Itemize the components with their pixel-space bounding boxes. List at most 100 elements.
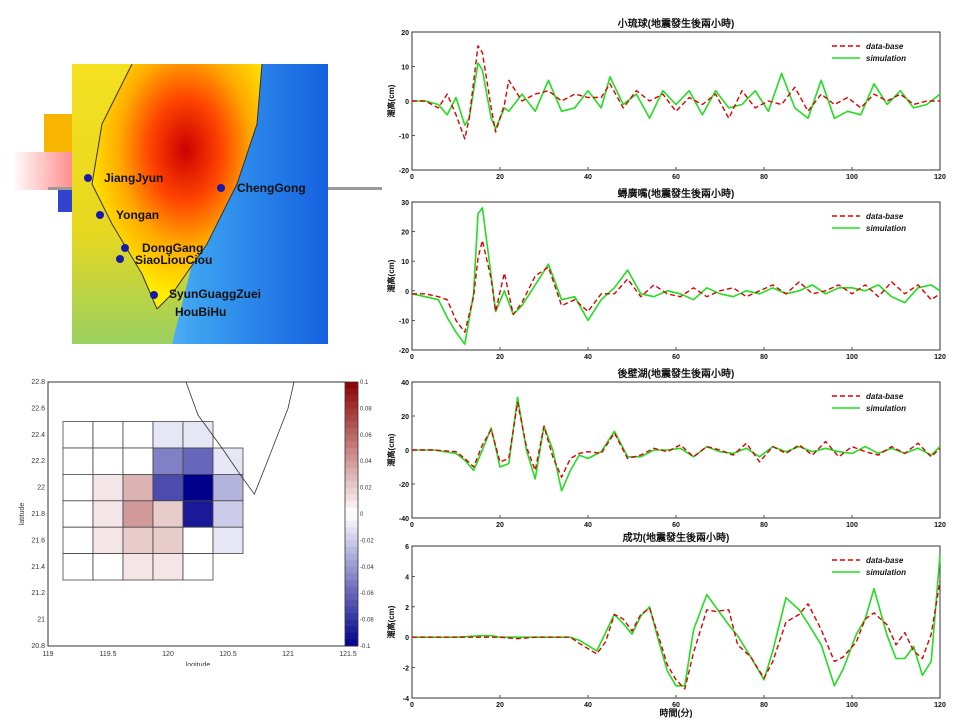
y-tick-label: -20 [399, 348, 409, 355]
colorbar-segment [345, 520, 358, 528]
elevation-grid-chart: 119 119.5 120 120.5 121 121.5 20.8 21 21.2 21.4 21… [18, 376, 386, 669]
chart-title: 後壁湖(地震發生後兩小時) [618, 367, 735, 380]
y-axis-label: 潮高(cm) [386, 259, 396, 292]
x-tick-label: 120 [934, 522, 946, 529]
y-axis-label: 潮高(cm) [386, 605, 396, 638]
heatmap-cell [212, 526, 244, 554]
station-marker [84, 174, 92, 182]
colorbar-segment [345, 461, 358, 469]
plot-frame [411, 381, 941, 519]
colorbar-segment [345, 626, 358, 634]
y-tick-label: 22.6 [31, 405, 45, 412]
x-tick-label: 20 [496, 354, 504, 361]
x-tick-label: 40 [584, 174, 592, 181]
colorbar-segment [345, 514, 358, 522]
heatmap-cell [122, 500, 154, 528]
colorbar-tick-label: -0.04 [360, 565, 374, 571]
y-tick-label: -4 [403, 696, 409, 703]
chart-title: 小琉球(地震發生後兩小時) [617, 17, 735, 30]
series-line-database [412, 401, 941, 478]
heatmap-cell [62, 526, 94, 554]
x-tick-label: 60 [672, 354, 680, 361]
x-tick-label: 120 [934, 354, 946, 361]
colorbar-segment [345, 408, 358, 416]
x-tick-label: 119.5 [100, 651, 117, 658]
heatmap-cell [152, 421, 184, 449]
y-tick-label: 21.2 [31, 590, 45, 597]
tide-chart-2: 蟳廣嘴(地震發生後兩小時)0 20 40 60 80 100 1203020100-10-2… [386, 187, 946, 361]
colorbar-segment [345, 639, 358, 647]
y-tick-label: 0 [405, 635, 409, 642]
x-tick-label: 121 [282, 651, 294, 658]
colorbar-segment [345, 553, 358, 561]
station-label: JiangJyun [104, 171, 163, 185]
y-tick-label: 0 [405, 289, 409, 296]
series-line-database [412, 239, 941, 333]
legend-label: data-base [866, 556, 904, 565]
colorbar-tick-label: 0.1 [360, 380, 369, 386]
colorbar-segment [345, 507, 358, 515]
x-tick-label: 120 [162, 651, 174, 658]
station-label: Yongan [116, 208, 159, 222]
x-tick-label: 100 [846, 174, 858, 181]
heatmap-cell [122, 421, 154, 449]
heatmap-cell [212, 447, 244, 475]
colorbar-tick-label: -0.06 [360, 591, 374, 597]
y-tick-label: 40 [401, 380, 409, 387]
x-tick-label: 40 [584, 354, 592, 361]
colorbar-segment [345, 606, 358, 614]
colorbar-segment [345, 428, 358, 436]
tide-chart-3: 後壁湖(地震發生後兩小時) 0 20 40 60 80 100 120 40 20 0 -20 -40 潮… [386, 367, 946, 529]
heatmap-cell [122, 553, 154, 581]
plot-frame [411, 201, 941, 351]
colorbar-segment [345, 434, 358, 442]
colorbar-segment [345, 586, 358, 594]
station-marker [121, 244, 129, 252]
heatmap-cell [212, 500, 244, 528]
east-coastline [156, 64, 263, 310]
heatmap-cell [92, 447, 124, 475]
colorbar-segment [345, 560, 358, 568]
tide-charts: 小琉球(地震發生後兩小時) 0 20 40 60 80 100 120 20 10 0 -10 -20 潮… [384, 8, 960, 720]
y-tick-label: 22.4 [31, 432, 45, 439]
x-tick-label: 80 [760, 174, 768, 181]
colorbar-segment [345, 487, 358, 495]
y-tick-label: 0 [405, 99, 409, 106]
x-tick-label: 40 [584, 702, 592, 709]
y-tick-label: 22.2 [31, 458, 45, 465]
y-axis-label: 潮高(cm) [386, 433, 396, 466]
x-tick-label: 80 [760, 702, 768, 709]
station-label: ChengGong [237, 181, 306, 195]
colorbar-segment [345, 415, 358, 423]
taiwan-terrain-map: JiangJyun Yongan DongGang SiaoLiouCiou SyunG… [72, 64, 328, 344]
x-axis-label: logitude [186, 662, 211, 666]
x-tick-label: 120.5 [219, 651, 237, 658]
y-tick-label: 4 [405, 574, 409, 581]
heatmap-cell [182, 553, 214, 581]
colorbar-segment [345, 566, 358, 574]
colorbar-segment [345, 573, 358, 581]
y-tick-label: -20 [399, 482, 409, 489]
tide-chart-4: 成功(地震發生後兩小時)0 20 40 60 80 100 1206420-2-4潮高(cm… [386, 531, 946, 718]
station-marker [150, 291, 158, 299]
colorbar-tick-label: 0.02 [360, 486, 372, 492]
colorbar-segment [345, 401, 358, 409]
station-label: HouBiHu [175, 305, 226, 319]
y-tick-label: 10 [401, 259, 409, 266]
colorbar-segment [345, 613, 358, 621]
heatmap-cell [182, 474, 214, 502]
colorbar-tick-label: 0.04 [360, 459, 372, 465]
heatmap-cell [122, 447, 154, 475]
x-tick-label: 100 [846, 522, 858, 529]
y-tick-label: 30 [401, 200, 409, 207]
tide-charts-svg: 小琉球(地震發生後兩小時)0 20 40 60 80 100 12020100-10-20潮… [386, 17, 946, 718]
heatmap-cell [92, 421, 124, 449]
y-tick-label: -40 [399, 516, 409, 523]
x-tick-label: 60 [672, 522, 680, 529]
station-marker [96, 211, 104, 219]
heatmap-cell [122, 474, 154, 502]
legend-label: data-base [866, 392, 904, 401]
y-tick-label: 21.8 [31, 511, 45, 518]
station-label: DongGang [142, 241, 203, 255]
